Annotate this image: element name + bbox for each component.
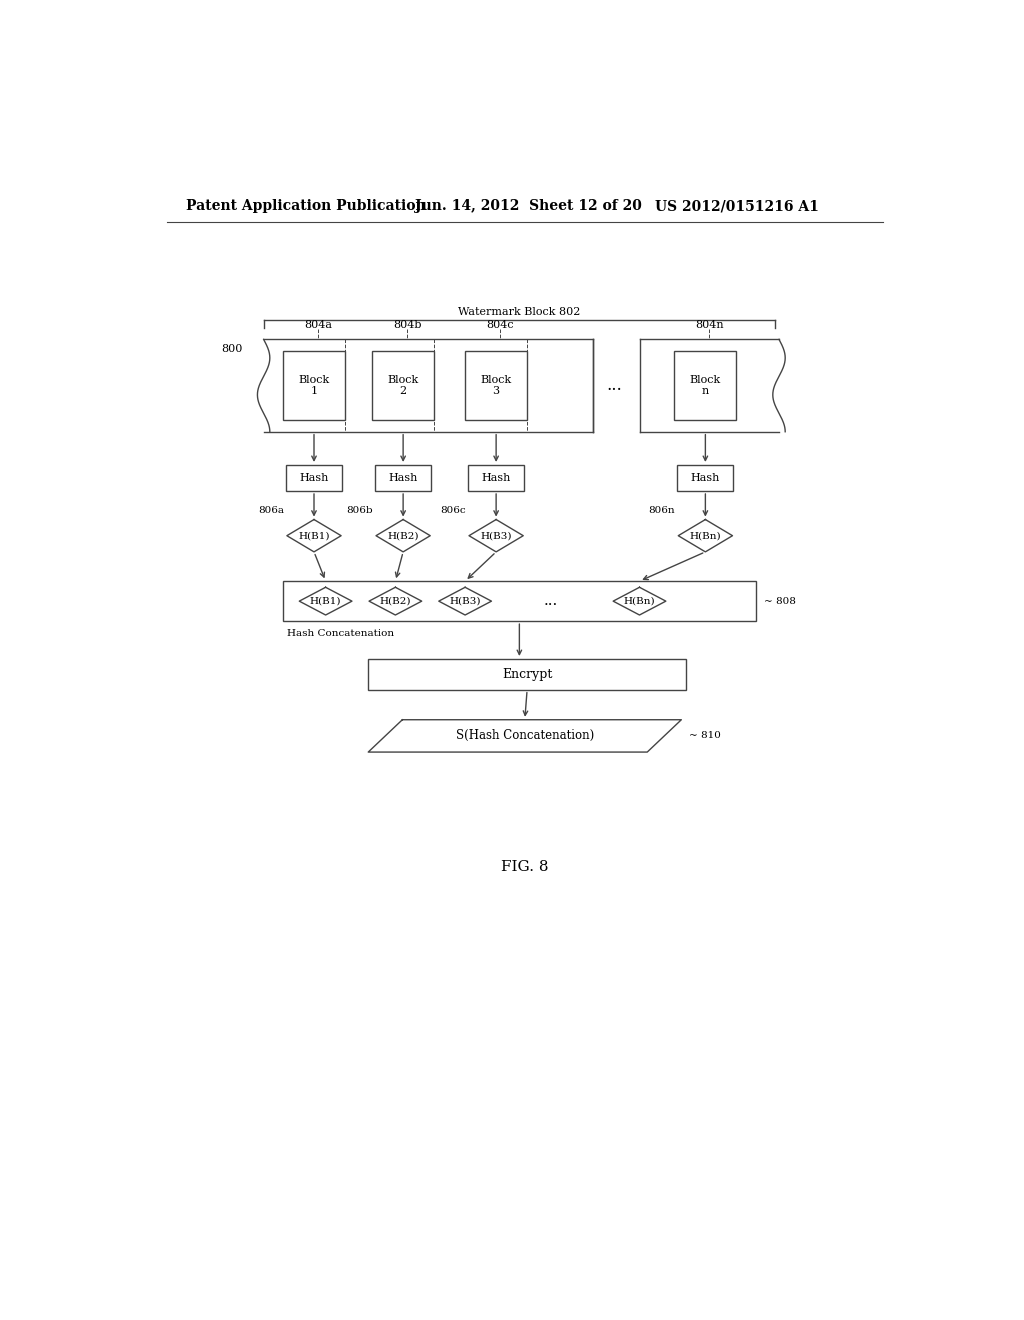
Text: Jun. 14, 2012  Sheet 12 of 20: Jun. 14, 2012 Sheet 12 of 20 [415,199,642,213]
Text: H(Bn): H(Bn) [689,531,721,540]
Text: H(B2): H(B2) [380,597,411,606]
Text: S(Hash Concatenation): S(Hash Concatenation) [456,730,594,742]
Text: Hash Concatenation: Hash Concatenation [287,628,394,638]
Text: Watermark Block 802: Watermark Block 802 [458,308,581,317]
Text: 804b: 804b [393,321,421,330]
Text: Block
3: Block 3 [480,375,512,396]
Bar [283,351,345,420]
Text: H(Bn): H(Bn) [624,597,655,606]
Text: ~ 808: ~ 808 [764,597,796,606]
Text: Hash: Hash [481,473,511,483]
Text: ...: ... [544,594,557,609]
Text: H(B3): H(B3) [450,597,481,606]
Text: Block
2: Block 2 [387,375,419,396]
Bar [675,351,736,420]
Bar [369,659,686,689]
Bar [678,465,733,491]
Text: Block
n: Block n [690,375,721,396]
Bar [375,465,431,491]
Text: Patent Application Publication: Patent Application Publication [186,199,426,213]
Text: ...: ... [607,378,623,395]
Text: Hash: Hash [690,473,720,483]
Bar [468,465,524,491]
Text: Encrypt: Encrypt [502,668,552,681]
Text: H(B2): H(B2) [387,531,419,540]
Bar [372,351,434,420]
Text: FIG. 8: FIG. 8 [501,859,549,874]
Text: H(B3): H(B3) [480,531,512,540]
Text: H(B1): H(B1) [310,597,341,606]
Text: Hash: Hash [299,473,329,483]
Text: 806n: 806n [648,506,675,515]
Text: Block
1: Block 1 [298,375,330,396]
Text: 800: 800 [221,345,243,354]
Text: 804a: 804a [304,321,332,330]
Text: US 2012/0151216 A1: US 2012/0151216 A1 [655,199,819,213]
Bar [465,351,527,420]
Text: 806c: 806c [440,506,466,515]
Text: 806b: 806b [346,506,373,515]
Text: 804c: 804c [486,321,514,330]
Text: H(B1): H(B1) [298,531,330,540]
Bar [286,465,342,491]
Text: Hash: Hash [388,473,418,483]
Bar [283,581,756,622]
Text: 806a: 806a [258,506,284,515]
Text: 804n: 804n [695,321,724,330]
Text: ~ 810: ~ 810 [689,731,721,741]
